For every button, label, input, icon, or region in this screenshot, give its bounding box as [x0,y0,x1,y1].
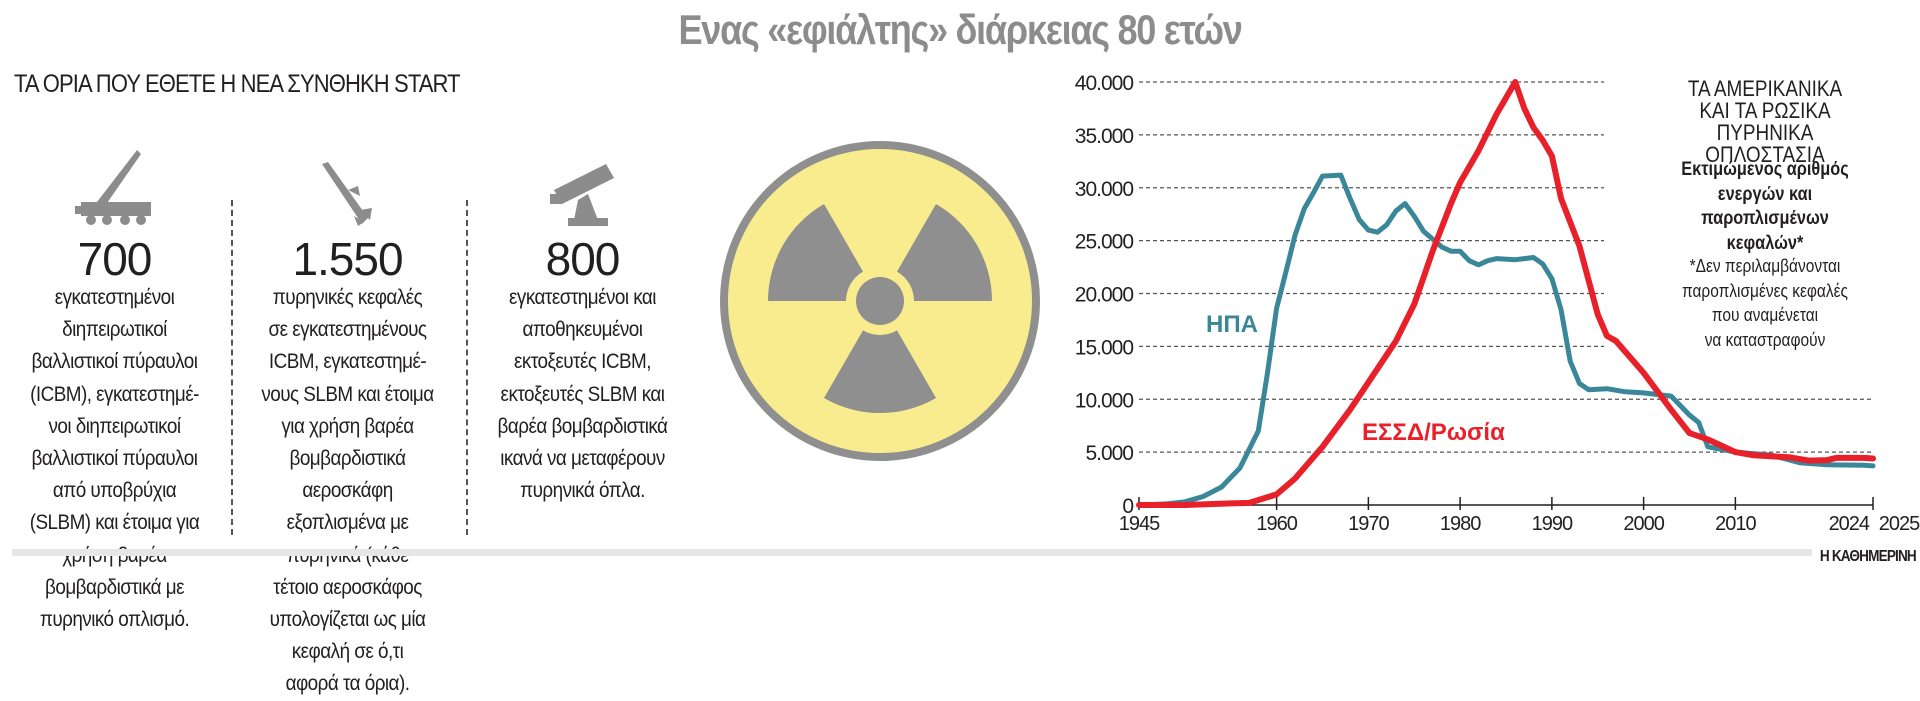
limit-column-launchers-stored: 800 εγκατεστημένοι και αποθηκευμένοι εκτοξ… [470,140,695,507]
series-label-usa: ΗΠΑ [1206,311,1258,338]
text-line: ICBM, εγκατεστημέ- [268,350,427,374]
text-line: αφορά τα όρια). [285,672,410,696]
y-tick-label: 20.000 [1075,284,1134,307]
y-tick-label: 25.000 [1075,231,1134,254]
text-line: (ICBM), εγκατεστημέ- [30,382,199,406]
text-line: νους SLBM και έτοιμα [261,382,434,406]
series-line-usa [1136,172,1876,508]
y-tick-label: 5.000 [1085,442,1133,465]
text-line: βαλλιστικοί πύραυλοι [31,447,198,471]
x-tick-label: 2010 [1715,513,1756,535]
text-line: πυρηνικές κεφαλές [272,286,423,309]
limit-number: 1.550 [292,233,403,285]
rocket-launcher-icon [470,140,695,230]
text-line: παροπλισμένες κεφαλές [1682,280,1848,301]
radiation-trefoil-icon [720,141,1040,461]
y-tick-label: 30.000 [1075,178,1134,201]
x-tick-label: 1945 [1119,513,1160,535]
text-line: πυρηνικό οπλισμό. [39,608,190,632]
column-divider [466,200,468,535]
text-line: βομβαρδιστικά με [45,575,184,599]
text-line: (SLBM) και έτοιμα για [29,511,200,535]
text-line: ικανά να μεταφέρουν [500,447,665,471]
start-limits-heading: ΤΑ ΟΡΙΑ ΠΟΥ ΕΘΕΤΕ Η ΝΕΑ ΣΥΝΘΗΚΗ START [14,70,461,98]
x-tick-label: 2025 [1879,513,1920,535]
text-line: *Δεν περιλαμβάνονται [1689,256,1841,276]
text-line: εκτοξευτές SLBM και [500,382,665,406]
x-tick-label: 1970 [1348,513,1389,535]
text-line: εξοπλισμένα με [286,511,409,535]
text-line: διηπειρωτικοί [62,318,167,342]
series-line-ussr-russia [1136,79,1876,508]
bottom-rule [12,549,1812,556]
radiation-blade [824,330,936,414]
text-line: ΤΑ ΑΜΕΡΙΚΑΝΙΚΑ [1687,76,1843,101]
radiation-blade [897,204,992,301]
text-line: εκτοξευτές ICBM, [514,350,651,374]
y-tick-label: 40.000 [1075,72,1134,95]
text-line: βομβαρδιστικά [289,447,406,471]
chart-footnote: *Δεν περιλαμβάνονται παροπλισμένες κεφαλέ… [1658,254,1873,352]
text-line: εγκατεστημένοι και [509,286,656,309]
limit-column-launchers: 700 εγκατεστημένοι διηπειρωτικοί βαλλιστικ… [2,140,227,636]
text-line: βαλλιστικοί πύραυλοι [31,350,198,374]
text-line: ΚΑΙ ΤΑ ΡΩΣΙΚΑ ΠΥΡΗΝΙΚΑ [1699,98,1831,145]
publisher-credit: Η ΚΑΘΗΜΕΡΙΝΗ [1820,548,1917,565]
y-tick-label: 15.000 [1075,336,1134,359]
radiation-center [856,277,904,325]
text-line: ΟΠΛΟΣΤΑΣΙΑ [1705,142,1825,167]
text-line: εγκατεστημένοι [54,286,175,309]
text-line: ενεργών και παροπλισμένων [1701,183,1829,230]
column-divider [231,200,233,535]
text-line: τέτοιο αεροσκάφος [273,575,422,599]
text-line: αποθηκευμένοι [522,318,643,342]
series-label-ussr-russia: ΕΣΣΔ/Ρωσία [1362,419,1505,446]
text-line: που αναμένεται [1711,305,1819,325]
x-tick-label: 2024 [1829,513,1870,535]
x-tick-label: 1990 [1532,513,1573,535]
text-line: νοι διηπειρωτικοί [48,414,182,438]
chart-heading: ΤΑ ΑΜΕΡΙΚΑΝΙΚΑ ΚΑΙ ΤΑ ΡΩΣΙΚΑ ΠΥΡΗΝΙΚΑ ΟΠΛΟ… [1658,78,1873,166]
limit-number: 700 [77,233,153,285]
x-tick-label: 1980 [1440,513,1481,535]
limit-number: 800 [545,233,621,285]
y-tick-label: 10.000 [1075,389,1134,412]
text-line: υπολογίζεται ως μία [269,608,426,632]
text-line: να καταστραφούν [1704,329,1826,350]
text-line: για χρήση βαρέα [281,414,414,438]
page-title: Ενας «εφιάλτης» διάρκειας 80 ετών [678,6,1242,53]
y-tick-label: 35.000 [1075,125,1134,148]
text-line: σε εγκατεστημένους [268,318,427,342]
text-line: κεφαλή σε ό,τι [291,640,404,664]
stockpile-line-chart: 0 5.000 10.000 15.000 20.000 25.000 30.000 35.0… [1075,72,1920,535]
text-line: κεφαλών* [1726,232,1804,254]
text-line: από υποβρύχια [52,479,177,503]
x-tick-label: 2000 [1623,513,1664,535]
missile-launcher-truck-icon [2,140,227,230]
radiation-blade [768,204,863,301]
text-line: βαρέα βομβαρδιστικά [497,414,668,438]
chart-subtitle: Εκτιμώμενος αριθμός ενεργών και παροπλισμ… [1658,158,1873,256]
warhead-missile-icon [235,140,460,230]
text-line: αεροσκάφη [302,479,393,503]
limit-description: εγκατεστημένοι διηπειρωτικοί βαλλιστικοί π… [13,282,216,636]
limit-description: εγκατεστημένοι και αποθηκευμένοι εκτοξευτέ… [481,282,684,507]
x-tick-label: 1960 [1256,513,1297,535]
y-tick-label: 0 [1122,495,1133,518]
text-line: πυρηνικά όπλα. [520,479,645,503]
text-line: Εκτιμώμενος αριθμός [1681,159,1849,180]
